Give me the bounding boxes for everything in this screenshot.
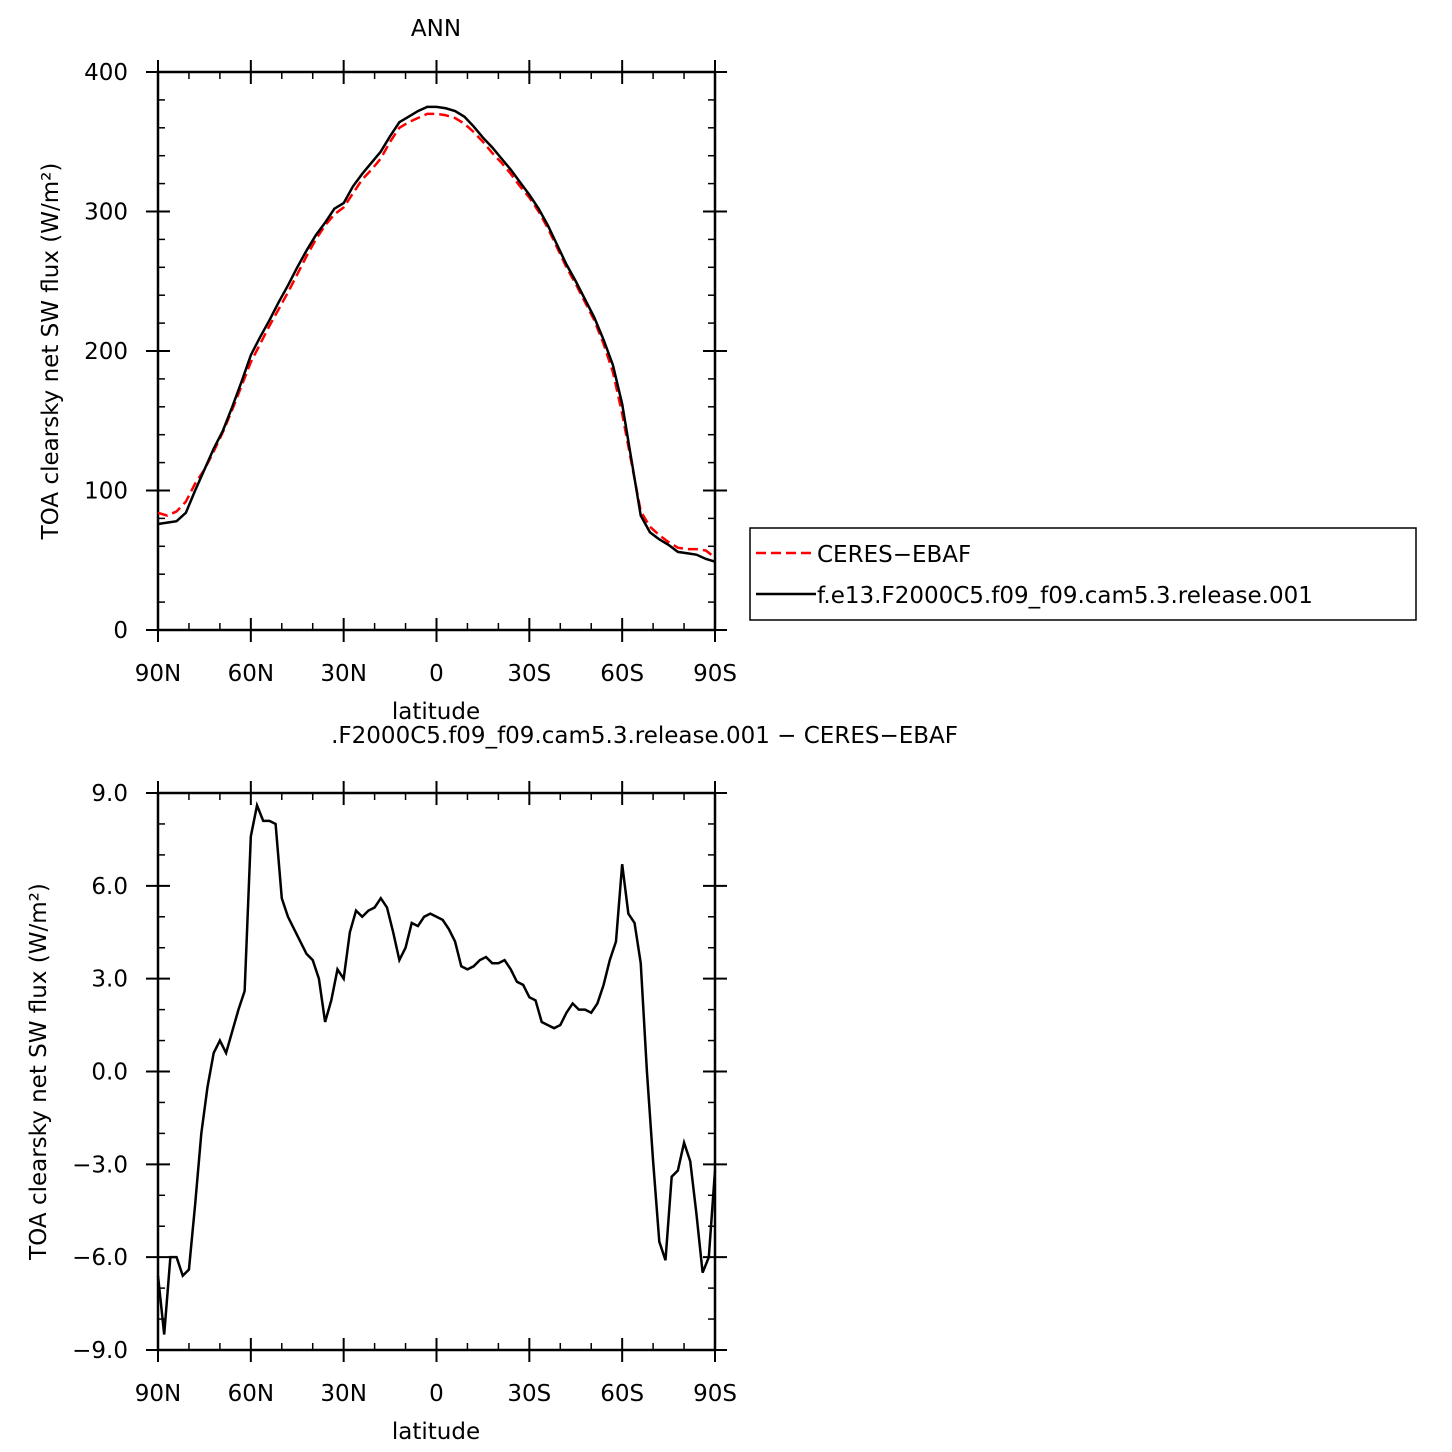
x-tick-label: 30S (507, 661, 551, 687)
x-axis-label: latitude (392, 1419, 480, 1445)
y-tick-label: 300 (84, 200, 128, 226)
x-tick-label: 90S (693, 1381, 737, 1407)
x-tick-label: 30S (507, 1381, 551, 1407)
y-axis-label: TOA clearsky net SW flux (W/m²) (26, 883, 52, 1261)
legend-box (749, 527, 1417, 621)
y-tick-label: 9.0 (91, 781, 128, 807)
x-tick-label: 60S (600, 661, 644, 687)
y-tick-label: −9.0 (72, 1338, 128, 1364)
x-tick-label: 0 (429, 661, 444, 687)
y-axis-label: TOA clearsky net SW flux (W/m²) (38, 163, 64, 541)
plot-frame (156, 791, 717, 1352)
y-tick-label: 100 (84, 479, 128, 505)
data-line (157, 112, 716, 559)
chart-title: .F2000C5.f09_f09.cam5.3.release.001 − CE… (331, 723, 958, 749)
y-tick-label: 200 (84, 339, 128, 365)
data-line (156, 801, 717, 1335)
y-tick-label: −6.0 (72, 1245, 128, 1271)
x-tick-label: 0 (429, 1381, 444, 1407)
legend-label: CERES−EBAF (817, 542, 971, 568)
x-tick-label: 90S (693, 661, 737, 687)
plot-frame (156, 70, 717, 632)
y-tick-label: −3.0 (72, 1152, 128, 1178)
y-tick-label: 6.0 (91, 874, 128, 900)
x-tick-label: 60N (228, 661, 274, 687)
y-tick-label: 0.0 (91, 1060, 128, 1086)
x-tick-label: 90N (135, 661, 181, 687)
y-tick-label: 0 (113, 618, 128, 644)
x-tick-label: 30N (320, 1381, 366, 1407)
chart-title: ANN (411, 16, 461, 42)
x-tick-label: 60N (228, 1381, 274, 1407)
legend-label: f.e13.F2000C5.f09_f09.cam5.3.release.001 (817, 583, 1313, 609)
x-tick-label: 90N (135, 1381, 181, 1407)
data-line (157, 105, 716, 563)
x-axis-label: latitude (392, 699, 480, 725)
y-tick-label: 3.0 (91, 967, 128, 993)
y-tick-label: 400 (84, 60, 128, 86)
x-tick-label: 30N (320, 661, 366, 687)
x-tick-label: 60S (600, 1381, 644, 1407)
